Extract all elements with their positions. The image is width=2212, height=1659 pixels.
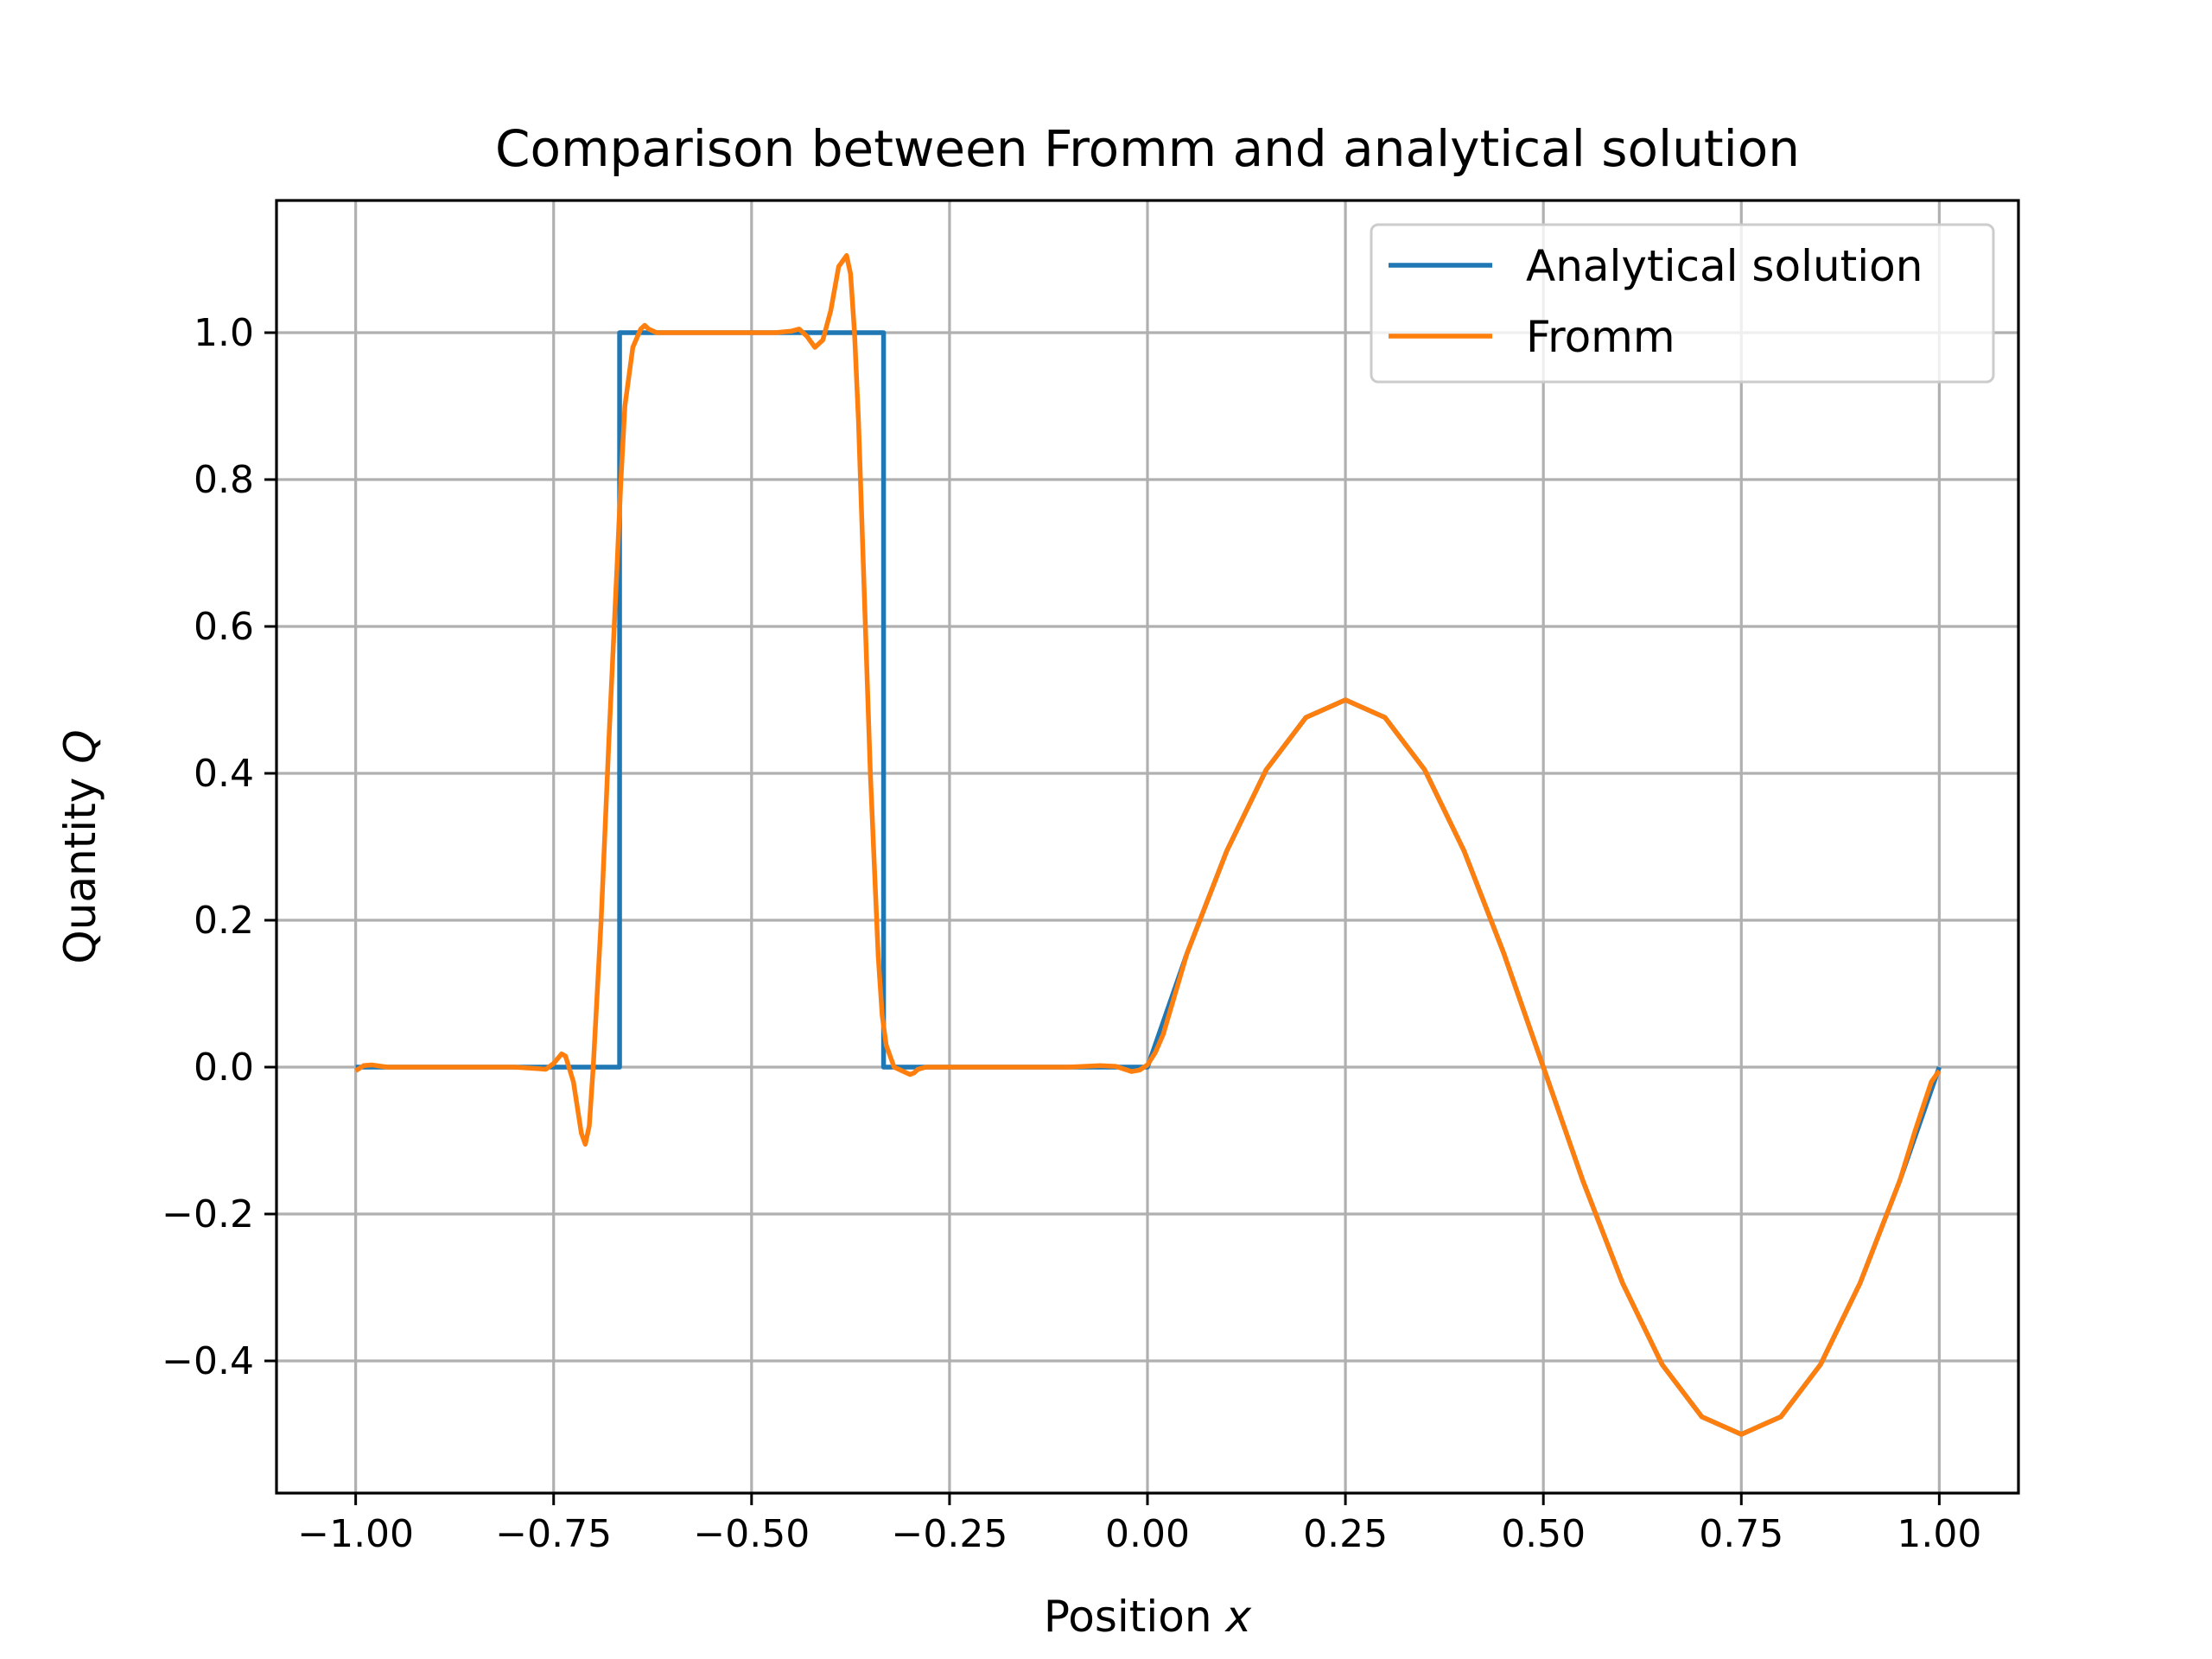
x-tick-label: 0.50 <box>1501 1512 1586 1556</box>
plot-series <box>354 253 1942 1437</box>
y-tick-label: −0.2 <box>162 1192 254 1236</box>
y-tick-label: 1.0 <box>194 311 254 355</box>
x-tick-label: −0.75 <box>495 1512 612 1556</box>
x-axis-label: Position x <box>1044 1592 1252 1642</box>
chart-title: Comparison between Fromm and analytical … <box>495 119 1800 178</box>
x-tick-label: −1.00 <box>297 1512 414 1556</box>
x-tick-label: 0.00 <box>1105 1512 1190 1556</box>
y-tick-label: 0.0 <box>194 1046 254 1090</box>
y-axis-label-text: Quantity <box>55 778 105 964</box>
grid <box>276 200 2018 1493</box>
legend-box <box>1370 223 1995 384</box>
legend-label-analytical: Analytical solution <box>1526 241 1923 291</box>
y-tick-label: 0.4 <box>194 752 254 796</box>
y-tick-label: 0.2 <box>194 899 254 943</box>
y-axis-label-variable: Q <box>55 729 105 763</box>
x-tick-label: 0.75 <box>1699 1512 1783 1556</box>
x-tick-label: 0.25 <box>1303 1512 1388 1556</box>
y-tick-label: −0.4 <box>162 1339 254 1383</box>
y-tick-label: 0.8 <box>194 458 254 502</box>
x-axis-label-text: Position <box>1044 1592 1212 1642</box>
y-axis-label: Quantity Q <box>55 729 105 963</box>
x-tick-label: −0.25 <box>891 1512 1007 1556</box>
legend: Analytical solution Fromm <box>1370 223 1995 384</box>
x-axis-label-variable: x <box>1224 1592 1252 1642</box>
legend-label-fromm: Fromm <box>1526 312 1675 362</box>
x-tick-label: 1.00 <box>1897 1512 1981 1556</box>
x-axis: −1.00 −0.75 −0.50 −0.25 0.00 0.25 0.50 0.75 1.00 <box>297 1493 1981 1556</box>
x-tick-label: −0.50 <box>693 1512 810 1556</box>
y-axis: −0.4 −0.2 0.0 0.2 0.4 0.6 0.8 1.0 <box>162 311 276 1383</box>
series-line-fromm <box>354 253 1942 1437</box>
y-tick-label: 0.6 <box>194 605 254 649</box>
